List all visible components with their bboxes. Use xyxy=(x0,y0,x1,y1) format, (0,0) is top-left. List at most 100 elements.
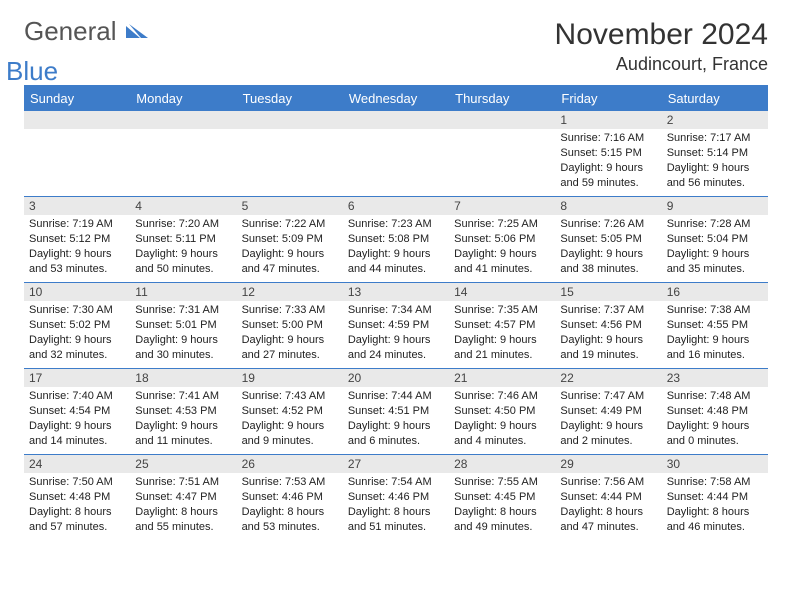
calendar-page: General Blue November 2024 Audincourt, F… xyxy=(0,0,792,612)
day-details: Sunrise: 7:34 AMSunset: 4:59 PMDaylight:… xyxy=(343,301,449,366)
day-number: 29 xyxy=(555,455,661,473)
day-details: Sunrise: 7:56 AMSunset: 4:44 PMDaylight:… xyxy=(555,473,661,538)
day-number: 4 xyxy=(130,197,236,215)
day-number: 12 xyxy=(237,283,343,301)
day-details: Sunrise: 7:55 AMSunset: 4:45 PMDaylight:… xyxy=(449,473,555,538)
day-details: Sunrise: 7:54 AMSunset: 4:46 PMDaylight:… xyxy=(343,473,449,538)
day-number: 23 xyxy=(662,369,768,387)
page-header: General Blue November 2024 Audincourt, F… xyxy=(24,18,768,75)
day-number: 8 xyxy=(555,197,661,215)
calendar-cell: 13Sunrise: 7:34 AMSunset: 4:59 PMDayligh… xyxy=(343,283,449,369)
calendar-row: 24Sunrise: 7:50 AMSunset: 4:48 PMDayligh… xyxy=(24,455,768,541)
day-number: 9 xyxy=(662,197,768,215)
calendar-table: SundayMondayTuesdayWednesdayThursdayFrid… xyxy=(24,85,768,541)
calendar-cell: 12Sunrise: 7:33 AMSunset: 5:00 PMDayligh… xyxy=(237,283,343,369)
day-number-empty xyxy=(130,111,236,129)
day-details: Sunrise: 7:25 AMSunset: 5:06 PMDaylight:… xyxy=(449,215,555,280)
day-details: Sunrise: 7:40 AMSunset: 4:54 PMDaylight:… xyxy=(24,387,130,452)
weekday-header: Friday xyxy=(555,86,661,111)
calendar-cell: 14Sunrise: 7:35 AMSunset: 4:57 PMDayligh… xyxy=(449,283,555,369)
day-details: Sunrise: 7:26 AMSunset: 5:05 PMDaylight:… xyxy=(555,215,661,280)
calendar-cell: 15Sunrise: 7:37 AMSunset: 4:56 PMDayligh… xyxy=(555,283,661,369)
day-details: Sunrise: 7:41 AMSunset: 4:53 PMDaylight:… xyxy=(130,387,236,452)
brand-line2: Blue xyxy=(6,56,58,86)
day-number: 7 xyxy=(449,197,555,215)
calendar-cell: 10Sunrise: 7:30 AMSunset: 5:02 PMDayligh… xyxy=(24,283,130,369)
day-number: 3 xyxy=(24,197,130,215)
day-details: Sunrise: 7:37 AMSunset: 4:56 PMDaylight:… xyxy=(555,301,661,366)
day-number-empty xyxy=(24,111,130,129)
day-number: 28 xyxy=(449,455,555,473)
weekday-header: Monday xyxy=(130,86,236,111)
calendar-cell xyxy=(343,111,449,197)
day-details: Sunrise: 7:53 AMSunset: 4:46 PMDaylight:… xyxy=(237,473,343,538)
weekday-header: Wednesday xyxy=(343,86,449,111)
day-number: 24 xyxy=(24,455,130,473)
day-number: 25 xyxy=(130,455,236,473)
day-number: 26 xyxy=(237,455,343,473)
calendar-cell: 4Sunrise: 7:20 AMSunset: 5:11 PMDaylight… xyxy=(130,197,236,283)
day-details: Sunrise: 7:58 AMSunset: 4:44 PMDaylight:… xyxy=(662,473,768,538)
calendar-cell: 17Sunrise: 7:40 AMSunset: 4:54 PMDayligh… xyxy=(24,369,130,455)
day-details: Sunrise: 7:38 AMSunset: 4:55 PMDaylight:… xyxy=(662,301,768,366)
day-details: Sunrise: 7:33 AMSunset: 5:00 PMDaylight:… xyxy=(237,301,343,366)
day-number: 20 xyxy=(343,369,449,387)
day-number-empty xyxy=(237,111,343,129)
calendar-body: 1Sunrise: 7:16 AMSunset: 5:15 PMDaylight… xyxy=(24,111,768,541)
calendar-cell: 22Sunrise: 7:47 AMSunset: 4:49 PMDayligh… xyxy=(555,369,661,455)
calendar-cell: 9Sunrise: 7:28 AMSunset: 5:04 PMDaylight… xyxy=(662,197,768,283)
weekday-header: Tuesday xyxy=(237,86,343,111)
calendar-cell xyxy=(24,111,130,197)
calendar-row: 3Sunrise: 7:19 AMSunset: 5:12 PMDaylight… xyxy=(24,197,768,283)
day-details: Sunrise: 7:20 AMSunset: 5:11 PMDaylight:… xyxy=(130,215,236,280)
calendar-cell: 26Sunrise: 7:53 AMSunset: 4:46 PMDayligh… xyxy=(237,455,343,541)
calendar-cell: 1Sunrise: 7:16 AMSunset: 5:15 PMDaylight… xyxy=(555,111,661,197)
calendar-cell: 25Sunrise: 7:51 AMSunset: 4:47 PMDayligh… xyxy=(130,455,236,541)
calendar-cell: 16Sunrise: 7:38 AMSunset: 4:55 PMDayligh… xyxy=(662,283,768,369)
day-details: Sunrise: 7:46 AMSunset: 4:50 PMDaylight:… xyxy=(449,387,555,452)
calendar-cell: 7Sunrise: 7:25 AMSunset: 5:06 PMDaylight… xyxy=(449,197,555,283)
day-details: Sunrise: 7:28 AMSunset: 5:04 PMDaylight:… xyxy=(662,215,768,280)
calendar-row: 17Sunrise: 7:40 AMSunset: 4:54 PMDayligh… xyxy=(24,369,768,455)
day-number: 14 xyxy=(449,283,555,301)
day-details: Sunrise: 7:30 AMSunset: 5:02 PMDaylight:… xyxy=(24,301,130,366)
day-details: Sunrise: 7:50 AMSunset: 4:48 PMDaylight:… xyxy=(24,473,130,538)
day-details: Sunrise: 7:31 AMSunset: 5:01 PMDaylight:… xyxy=(130,301,236,366)
brand-line1: General xyxy=(24,16,117,46)
calendar-cell: 27Sunrise: 7:54 AMSunset: 4:46 PMDayligh… xyxy=(343,455,449,541)
day-number: 19 xyxy=(237,369,343,387)
day-number: 18 xyxy=(130,369,236,387)
day-number: 16 xyxy=(662,283,768,301)
calendar-row: 1Sunrise: 7:16 AMSunset: 5:15 PMDaylight… xyxy=(24,111,768,197)
day-number: 13 xyxy=(343,283,449,301)
calendar-cell: 23Sunrise: 7:48 AMSunset: 4:48 PMDayligh… xyxy=(662,369,768,455)
day-details: Sunrise: 7:17 AMSunset: 5:14 PMDaylight:… xyxy=(662,129,768,194)
calendar-cell: 18Sunrise: 7:41 AMSunset: 4:53 PMDayligh… xyxy=(130,369,236,455)
day-number: 15 xyxy=(555,283,661,301)
day-details: Sunrise: 7:35 AMSunset: 4:57 PMDaylight:… xyxy=(449,301,555,366)
title-block: November 2024 Audincourt, France xyxy=(555,18,768,75)
brand-logo: General Blue xyxy=(24,18,146,70)
day-details: Sunrise: 7:16 AMSunset: 5:15 PMDaylight:… xyxy=(555,129,661,194)
month-title: November 2024 xyxy=(555,18,768,52)
weekday-header: Sunday xyxy=(24,86,130,111)
calendar-cell xyxy=(449,111,555,197)
day-number: 30 xyxy=(662,455,768,473)
day-details: Sunrise: 7:44 AMSunset: 4:51 PMDaylight:… xyxy=(343,387,449,452)
calendar-cell: 29Sunrise: 7:56 AMSunset: 4:44 PMDayligh… xyxy=(555,455,661,541)
calendar-row: 10Sunrise: 7:30 AMSunset: 5:02 PMDayligh… xyxy=(24,283,768,369)
day-number-empty xyxy=(449,111,555,129)
calendar-cell: 21Sunrise: 7:46 AMSunset: 4:50 PMDayligh… xyxy=(449,369,555,455)
day-number: 17 xyxy=(24,369,130,387)
day-number: 5 xyxy=(237,197,343,215)
calendar-cell: 3Sunrise: 7:19 AMSunset: 5:12 PMDaylight… xyxy=(24,197,130,283)
weekday-header: Saturday xyxy=(662,86,768,111)
weekday-header: Thursday xyxy=(449,86,555,111)
day-details: Sunrise: 7:43 AMSunset: 4:52 PMDaylight:… xyxy=(237,387,343,452)
day-number: 21 xyxy=(449,369,555,387)
day-details: Sunrise: 7:47 AMSunset: 4:49 PMDaylight:… xyxy=(555,387,661,452)
day-number: 2 xyxy=(662,111,768,129)
calendar-cell xyxy=(130,111,236,197)
calendar-cell: 5Sunrise: 7:22 AMSunset: 5:09 PMDaylight… xyxy=(237,197,343,283)
day-number: 6 xyxy=(343,197,449,215)
